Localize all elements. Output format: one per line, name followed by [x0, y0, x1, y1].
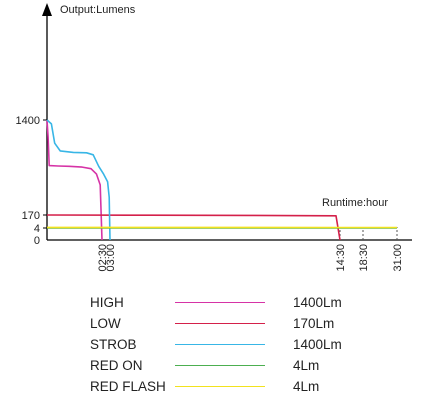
- legend-series-name: HIGH: [90, 295, 124, 310]
- x-tick-label: 31:00: [392, 244, 404, 272]
- series-line-low: [46, 214, 341, 241]
- legend-series-value: 4Lm: [293, 358, 320, 373]
- legend-item: RED FLASH 4Lm: [90, 376, 390, 397]
- legend-series-name: STROB: [90, 337, 137, 352]
- y-tick-label: 170: [22, 210, 40, 222]
- x-tick-label: 14:30: [335, 244, 347, 272]
- legend-series-value: 1400Lm: [293, 295, 342, 310]
- legend-swatch: [175, 323, 265, 324]
- legend-item: LOW 170Lm: [90, 313, 390, 334]
- legend-swatch: [175, 344, 265, 345]
- x-axis-label: Runtime:hour: [322, 197, 388, 209]
- y-axis-arrow: [42, 3, 52, 16]
- x-tick-label: 03:00: [105, 244, 117, 272]
- series-lines: [46, 119, 397, 241]
- legend-series-name: LOW: [90, 316, 121, 331]
- legend: HIGH 1400Lm LOW 170Lm STROB 1400Lm RED ON 4Lm RE…: [90, 292, 390, 397]
- y-tick-label: 4: [34, 223, 40, 235]
- legend-item: STROB 1400Lm: [90, 334, 390, 355]
- legend-swatch: [175, 386, 265, 387]
- legend-series-name: RED ON: [90, 358, 143, 373]
- x-tick-label: 02:30: [97, 244, 109, 272]
- legend-swatch: [175, 365, 265, 366]
- legend-series-value: 170Lm: [293, 316, 335, 331]
- legend-swatch: [175, 302, 265, 303]
- y-axis-label: Output:Lumens: [60, 4, 136, 16]
- y-tick-label: 0: [34, 235, 40, 247]
- legend-series-name: RED FLASH: [90, 379, 166, 394]
- legend-series-value: 4Lm: [293, 379, 320, 394]
- legend-item: RED ON 4Lm: [90, 355, 390, 376]
- legend-series-value: 1400Lm: [293, 337, 342, 352]
- legend-item: HIGH 1400Lm: [90, 292, 390, 313]
- series-line-strob: [46, 119, 111, 241]
- series-line-high: [46, 119, 103, 241]
- y-tick-label: 1400: [16, 115, 40, 127]
- x-tick-label: 18:30: [358, 244, 370, 272]
